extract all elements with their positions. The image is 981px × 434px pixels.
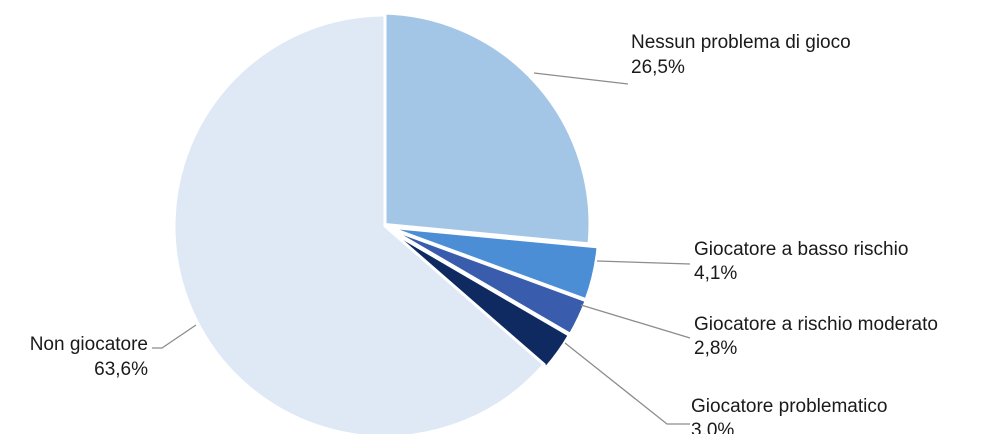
leader-lines bbox=[152, 72, 691, 425]
slice-nessun-problema bbox=[377, 11, 592, 246]
leader-rischio-moderato bbox=[580, 304, 691, 339]
value-nessun-problema: 26,5% bbox=[631, 57, 685, 78]
value-basso-rischio: 4,1% bbox=[694, 263, 737, 284]
label-non-giocatore: Non giocatore bbox=[30, 334, 148, 355]
label-basso-rischio: Giocatore a basso rischio bbox=[694, 239, 908, 260]
label-nessun-problema: Nessun problema di gioco bbox=[631, 32, 851, 53]
slice-labels: Nessun problema di gioco 26,5% Giocatore… bbox=[30, 32, 938, 434]
leader-basso-rischio bbox=[596, 260, 691, 265]
slice-problematico bbox=[385, 227, 571, 370]
slice-non-giocatore bbox=[172, 13, 546, 434]
pie-slices bbox=[172, 11, 600, 434]
value-non-giocatore: 63,6% bbox=[94, 359, 148, 380]
label-rischio-moderato: Giocatore a rischio moderato bbox=[694, 314, 938, 335]
leader-problematico bbox=[564, 342, 690, 425]
label-problematico: Giocatore problematico bbox=[691, 396, 887, 417]
value-rischio-moderato: 2,8% bbox=[694, 338, 737, 359]
leader-non-giocatore bbox=[152, 324, 197, 349]
leader-nessun-problema bbox=[533, 72, 629, 85]
value-problematico: 3,0% bbox=[691, 420, 734, 434]
